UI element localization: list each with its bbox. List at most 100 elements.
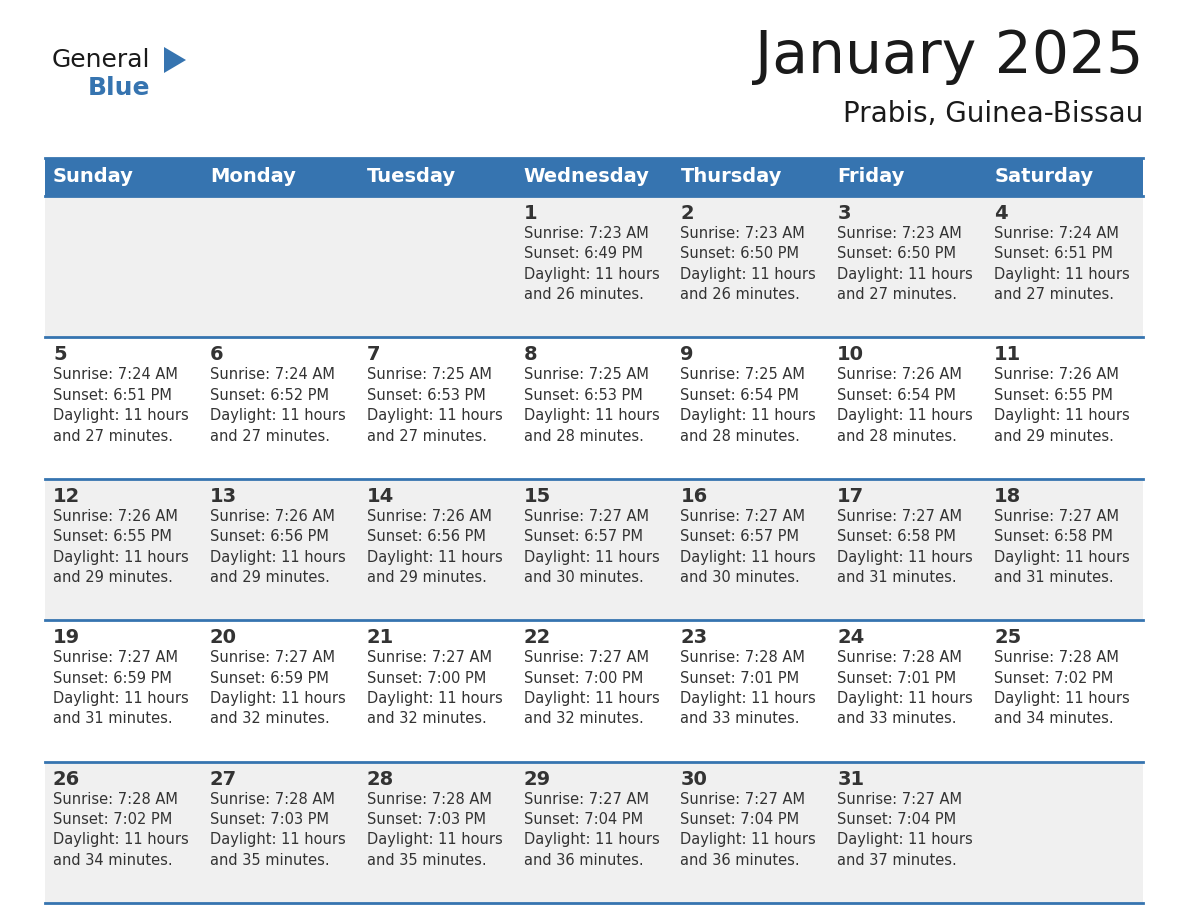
Text: 11: 11 <box>994 345 1022 364</box>
Bar <box>359 762 516 903</box>
Bar <box>45 338 202 479</box>
Text: 6: 6 <box>210 345 223 364</box>
Text: Sunrise: 7:23 AM
Sunset: 6:50 PM
Daylight: 11 hours
and 27 minutes.: Sunrise: 7:23 AM Sunset: 6:50 PM Dayligh… <box>838 226 973 302</box>
Bar <box>45 621 202 762</box>
Bar <box>45 762 202 903</box>
Bar <box>672 196 829 338</box>
Text: January 2025: January 2025 <box>754 28 1143 85</box>
Text: Sunrise: 7:28 AM
Sunset: 7:02 PM
Daylight: 11 hours
and 34 minutes.: Sunrise: 7:28 AM Sunset: 7:02 PM Dayligh… <box>53 791 189 868</box>
Bar <box>829 158 986 196</box>
Bar <box>829 621 986 762</box>
Text: Sunrise: 7:26 AM
Sunset: 6:56 PM
Daylight: 11 hours
and 29 minutes.: Sunrise: 7:26 AM Sunset: 6:56 PM Dayligh… <box>210 509 346 585</box>
Text: 17: 17 <box>838 487 865 506</box>
Text: Sunrise: 7:26 AM
Sunset: 6:56 PM
Daylight: 11 hours
and 29 minutes.: Sunrise: 7:26 AM Sunset: 6:56 PM Dayligh… <box>367 509 503 585</box>
Bar <box>672 158 829 196</box>
Text: Sunrise: 7:27 AM
Sunset: 7:04 PM
Daylight: 11 hours
and 37 minutes.: Sunrise: 7:27 AM Sunset: 7:04 PM Dayligh… <box>838 791 973 868</box>
Bar <box>516 196 672 338</box>
Text: 20: 20 <box>210 628 236 647</box>
Text: 4: 4 <box>994 204 1007 223</box>
Text: Sunrise: 7:24 AM
Sunset: 6:51 PM
Daylight: 11 hours
and 27 minutes.: Sunrise: 7:24 AM Sunset: 6:51 PM Dayligh… <box>53 367 189 443</box>
Bar <box>202 338 359 479</box>
Text: 2: 2 <box>681 204 694 223</box>
Bar <box>829 762 986 903</box>
Text: 8: 8 <box>524 345 537 364</box>
Text: Prabis, Guinea-Bissau: Prabis, Guinea-Bissau <box>842 100 1143 128</box>
Bar <box>202 158 359 196</box>
Text: Sunrise: 7:27 AM
Sunset: 6:58 PM
Daylight: 11 hours
and 31 minutes.: Sunrise: 7:27 AM Sunset: 6:58 PM Dayligh… <box>994 509 1130 585</box>
Bar <box>986 479 1143 621</box>
Text: 1: 1 <box>524 204 537 223</box>
Bar <box>45 479 202 621</box>
Text: 18: 18 <box>994 487 1022 506</box>
Text: Sunrise: 7:25 AM
Sunset: 6:53 PM
Daylight: 11 hours
and 28 minutes.: Sunrise: 7:25 AM Sunset: 6:53 PM Dayligh… <box>524 367 659 443</box>
Text: Blue: Blue <box>88 76 151 100</box>
Bar <box>986 158 1143 196</box>
Text: 7: 7 <box>367 345 380 364</box>
Bar <box>359 158 516 196</box>
Text: 29: 29 <box>524 769 551 789</box>
Bar <box>202 196 359 338</box>
Bar <box>986 196 1143 338</box>
Text: 19: 19 <box>53 628 80 647</box>
Bar <box>829 479 986 621</box>
Text: Sunrise: 7:27 AM
Sunset: 6:59 PM
Daylight: 11 hours
and 31 minutes.: Sunrise: 7:27 AM Sunset: 6:59 PM Dayligh… <box>53 650 189 726</box>
Polygon shape <box>164 47 187 73</box>
Text: Sunrise: 7:27 AM
Sunset: 7:00 PM
Daylight: 11 hours
and 32 minutes.: Sunrise: 7:27 AM Sunset: 7:00 PM Dayligh… <box>524 650 659 726</box>
Text: Sunrise: 7:27 AM
Sunset: 7:00 PM
Daylight: 11 hours
and 32 minutes.: Sunrise: 7:27 AM Sunset: 7:00 PM Dayligh… <box>367 650 503 726</box>
Bar <box>829 338 986 479</box>
Text: Tuesday: Tuesday <box>367 167 456 186</box>
Text: 26: 26 <box>53 769 81 789</box>
Text: 14: 14 <box>367 487 394 506</box>
Text: Sunrise: 7:27 AM
Sunset: 7:04 PM
Daylight: 11 hours
and 36 minutes.: Sunrise: 7:27 AM Sunset: 7:04 PM Dayligh… <box>524 791 659 868</box>
Text: 31: 31 <box>838 769 865 789</box>
Text: 24: 24 <box>838 628 865 647</box>
Text: Sunrise: 7:28 AM
Sunset: 7:01 PM
Daylight: 11 hours
and 33 minutes.: Sunrise: 7:28 AM Sunset: 7:01 PM Dayligh… <box>681 650 816 726</box>
Text: 21: 21 <box>367 628 394 647</box>
Bar <box>672 338 829 479</box>
Text: 9: 9 <box>681 345 694 364</box>
Text: Sunrise: 7:26 AM
Sunset: 6:55 PM
Daylight: 11 hours
and 29 minutes.: Sunrise: 7:26 AM Sunset: 6:55 PM Dayligh… <box>53 509 189 585</box>
Text: Sunrise: 7:27 AM
Sunset: 7:04 PM
Daylight: 11 hours
and 36 minutes.: Sunrise: 7:27 AM Sunset: 7:04 PM Dayligh… <box>681 791 816 868</box>
Text: 12: 12 <box>53 487 81 506</box>
Text: Sunrise: 7:25 AM
Sunset: 6:53 PM
Daylight: 11 hours
and 27 minutes.: Sunrise: 7:25 AM Sunset: 6:53 PM Dayligh… <box>367 367 503 443</box>
Text: 10: 10 <box>838 345 865 364</box>
Text: Sunrise: 7:28 AM
Sunset: 7:01 PM
Daylight: 11 hours
and 33 minutes.: Sunrise: 7:28 AM Sunset: 7:01 PM Dayligh… <box>838 650 973 726</box>
Text: 27: 27 <box>210 769 236 789</box>
Bar <box>202 621 359 762</box>
Text: Sunrise: 7:24 AM
Sunset: 6:52 PM
Daylight: 11 hours
and 27 minutes.: Sunrise: 7:24 AM Sunset: 6:52 PM Dayligh… <box>210 367 346 443</box>
Bar <box>202 479 359 621</box>
Text: Sunrise: 7:27 AM
Sunset: 6:57 PM
Daylight: 11 hours
and 30 minutes.: Sunrise: 7:27 AM Sunset: 6:57 PM Dayligh… <box>524 509 659 585</box>
Bar <box>359 621 516 762</box>
Text: General: General <box>52 48 151 72</box>
Text: Sunrise: 7:27 AM
Sunset: 6:57 PM
Daylight: 11 hours
and 30 minutes.: Sunrise: 7:27 AM Sunset: 6:57 PM Dayligh… <box>681 509 816 585</box>
Text: 3: 3 <box>838 204 851 223</box>
Bar <box>516 479 672 621</box>
Bar <box>516 621 672 762</box>
Bar <box>829 196 986 338</box>
Bar <box>45 158 202 196</box>
Text: Friday: Friday <box>838 167 904 186</box>
Text: Sunrise: 7:27 AM
Sunset: 6:58 PM
Daylight: 11 hours
and 31 minutes.: Sunrise: 7:27 AM Sunset: 6:58 PM Dayligh… <box>838 509 973 585</box>
Bar <box>672 621 829 762</box>
Text: Thursday: Thursday <box>681 167 782 186</box>
Text: Sunrise: 7:25 AM
Sunset: 6:54 PM
Daylight: 11 hours
and 28 minutes.: Sunrise: 7:25 AM Sunset: 6:54 PM Dayligh… <box>681 367 816 443</box>
Text: 22: 22 <box>524 628 551 647</box>
Bar <box>672 762 829 903</box>
Text: Wednesday: Wednesday <box>524 167 650 186</box>
Text: 23: 23 <box>681 628 708 647</box>
Bar <box>45 196 202 338</box>
Text: 15: 15 <box>524 487 551 506</box>
Text: Monday: Monday <box>210 167 296 186</box>
Text: 28: 28 <box>367 769 394 789</box>
Text: 30: 30 <box>681 769 707 789</box>
Text: Sunrise: 7:27 AM
Sunset: 6:59 PM
Daylight: 11 hours
and 32 minutes.: Sunrise: 7:27 AM Sunset: 6:59 PM Dayligh… <box>210 650 346 726</box>
Bar <box>359 196 516 338</box>
Text: Sunrise: 7:28 AM
Sunset: 7:03 PM
Daylight: 11 hours
and 35 minutes.: Sunrise: 7:28 AM Sunset: 7:03 PM Dayligh… <box>367 791 503 868</box>
Text: 25: 25 <box>994 628 1022 647</box>
Bar <box>986 338 1143 479</box>
Text: Saturday: Saturday <box>994 167 1093 186</box>
Text: Sunrise: 7:23 AM
Sunset: 6:50 PM
Daylight: 11 hours
and 26 minutes.: Sunrise: 7:23 AM Sunset: 6:50 PM Dayligh… <box>681 226 816 302</box>
Bar <box>202 762 359 903</box>
Text: Sunrise: 7:28 AM
Sunset: 7:02 PM
Daylight: 11 hours
and 34 minutes.: Sunrise: 7:28 AM Sunset: 7:02 PM Dayligh… <box>994 650 1130 726</box>
Bar <box>359 338 516 479</box>
